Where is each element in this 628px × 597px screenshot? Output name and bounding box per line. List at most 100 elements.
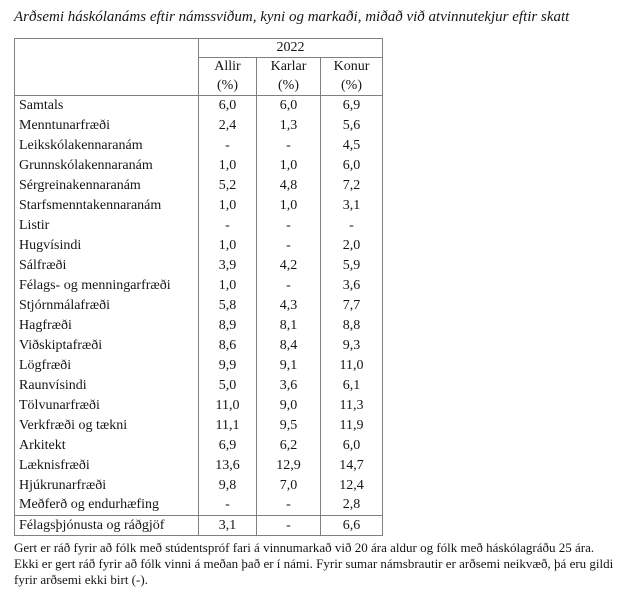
unit-label: (%) [256,76,321,96]
table-body: Samtals 6,0 6,0 6,9 Menntunarfræði 2,4 1… [14,95,383,536]
table-row: Viðskiptafræði 8,6 8,4 9,3 [14,335,383,356]
value-cell: 2,0 [320,235,383,256]
row-label: Arkitekt [14,435,199,456]
value-cell: 7,7 [320,295,383,316]
row-label: Hjúkrunarfræði [14,475,199,496]
value-cell: - [256,215,321,236]
value-cell: 9,5 [256,415,321,436]
value-cell: 3,9 [198,255,257,276]
value-cell: 3,6 [320,275,383,296]
value-cell: 5,9 [320,255,383,276]
table-row: Arkitekt 6,9 6,2 6,0 [14,435,383,456]
table-row: Félags- og menningarfræði 1,0 - 3,6 [14,275,383,296]
value-cell: 4,3 [256,295,321,316]
value-cell: 12,9 [256,455,321,476]
column-header-row: Allir Karlar Konur [15,57,383,77]
table-row: Lögfræði 9,9 9,1 11,0 [14,355,383,376]
value-cell: 6,6 [320,515,383,536]
value-cell: 11,1 [198,415,257,436]
value-cell: 6,0 [320,155,383,176]
value-cell: 6,9 [198,435,257,456]
value-cell: 1,0 [198,235,257,256]
page-title: Arðsemi háskólanáms eftir námssviðum, ky… [14,9,570,25]
column-header-allir: Allir [198,57,257,77]
year-header: 2022 [198,38,383,58]
value-cell: 12,4 [320,475,383,496]
row-label: Sérgreinakennaranám [14,175,199,196]
value-cell: 6,0 [198,95,257,116]
value-cell: 9,3 [320,335,383,356]
value-cell: 9,1 [256,355,321,376]
table-row: Hagfræði 8,9 8,1 8,8 [14,315,383,336]
value-cell: 6,1 [320,375,383,396]
row-label: Grunnskólakennaranám [14,155,199,176]
value-cell: 5,6 [320,115,383,136]
value-cell: 3,6 [256,375,321,396]
value-cell: 8,1 [256,315,321,336]
row-label: Menntunarfræði [14,115,199,136]
table-row: Sérgreinakennaranám 5,2 4,8 7,2 [14,175,383,196]
table-row: Meðferð og endurhæfing - - 2,8 [14,495,383,516]
corner-cell [14,38,199,96]
table-row: Starfsmenntakennaranám 1,0 1,0 3,1 [14,195,383,216]
value-cell: 2,8 [320,495,383,516]
value-cell: 9,8 [198,475,257,496]
table-row: Listir - - - [14,215,383,236]
table-row: Félagsþjónusta og ráðgjöf 3,1 - 6,6 [14,515,383,536]
row-label: Sálfræði [14,255,199,276]
results-table: 2022 Allir Karlar Konur (%) (%) (%) Samt… [14,38,383,536]
value-cell: - [198,215,257,236]
row-label: Starfsmenntakennaranám [14,195,199,216]
table-row: Verkfræði og tækni 11,1 9,5 11,9 [14,415,383,436]
row-label: Stjórnmálafræði [14,295,199,316]
table-row: Grunnskólakennaranám 1,0 1,0 6,0 [14,155,383,176]
row-label: Félags- og menningarfræði [14,275,199,296]
value-cell: 1,0 [256,195,321,216]
row-label: Meðferð og endurhæfing [14,495,199,516]
table-row: Tölvunarfræði 11,0 9,0 11,3 [14,395,383,416]
row-label: Raunvísindi [14,375,199,396]
value-cell: 5,2 [198,175,257,196]
value-cell: 1,0 [198,275,257,296]
value-cell: - [256,235,321,256]
table-row: Stjórnmálafræði 5,8 4,3 7,7 [14,295,383,316]
value-cell: - [198,135,257,156]
value-cell: 11,9 [320,415,383,436]
row-label: Læknisfræði [14,455,199,476]
value-cell: 9,0 [256,395,321,416]
value-cell: 6,0 [320,435,383,456]
value-cell: 7,2 [320,175,383,196]
value-cell: 13,6 [198,455,257,476]
value-cell: 8,6 [198,335,257,356]
footnote: Gert er ráð fyrir að fólk með stúdentspr… [14,540,614,587]
value-cell: 7,0 [256,475,321,496]
value-cell: 8,8 [320,315,383,336]
unit-label: (%) [198,76,257,96]
value-cell: 11,0 [198,395,257,416]
table-row: Læknisfræði 13,6 12,9 14,7 [14,455,383,476]
value-cell: 6,2 [256,435,321,456]
table-row: Hugvísindi 1,0 - 2,0 [14,235,383,256]
value-cell: 4,5 [320,135,383,156]
row-label: Lögfræði [14,355,199,376]
value-cell: 1,3 [256,115,321,136]
row-label: Listir [14,215,199,236]
value-cell: 2,4 [198,115,257,136]
value-cell: 1,0 [198,195,257,216]
value-cell: 11,0 [320,355,383,376]
value-cell: 1,0 [256,155,321,176]
value-cell: 1,0 [198,155,257,176]
table-row: Samtals 6,0 6,0 6,9 [14,95,383,116]
table-row: Menntunarfræði 2,4 1,3 5,6 [14,115,383,136]
value-cell: 4,2 [256,255,321,276]
row-label: Verkfræði og tækni [14,415,199,436]
row-label: Tölvunarfræði [14,395,199,416]
value-cell: 11,3 [320,395,383,416]
value-cell: 6,9 [320,95,383,116]
table-row: Sálfræði 3,9 4,2 5,9 [14,255,383,276]
value-cell: 8,4 [256,335,321,356]
unit-row: (%) (%) (%) [15,76,383,96]
value-cell: 9,9 [198,355,257,376]
value-cell: - [320,215,383,236]
value-cell: 14,7 [320,455,383,476]
